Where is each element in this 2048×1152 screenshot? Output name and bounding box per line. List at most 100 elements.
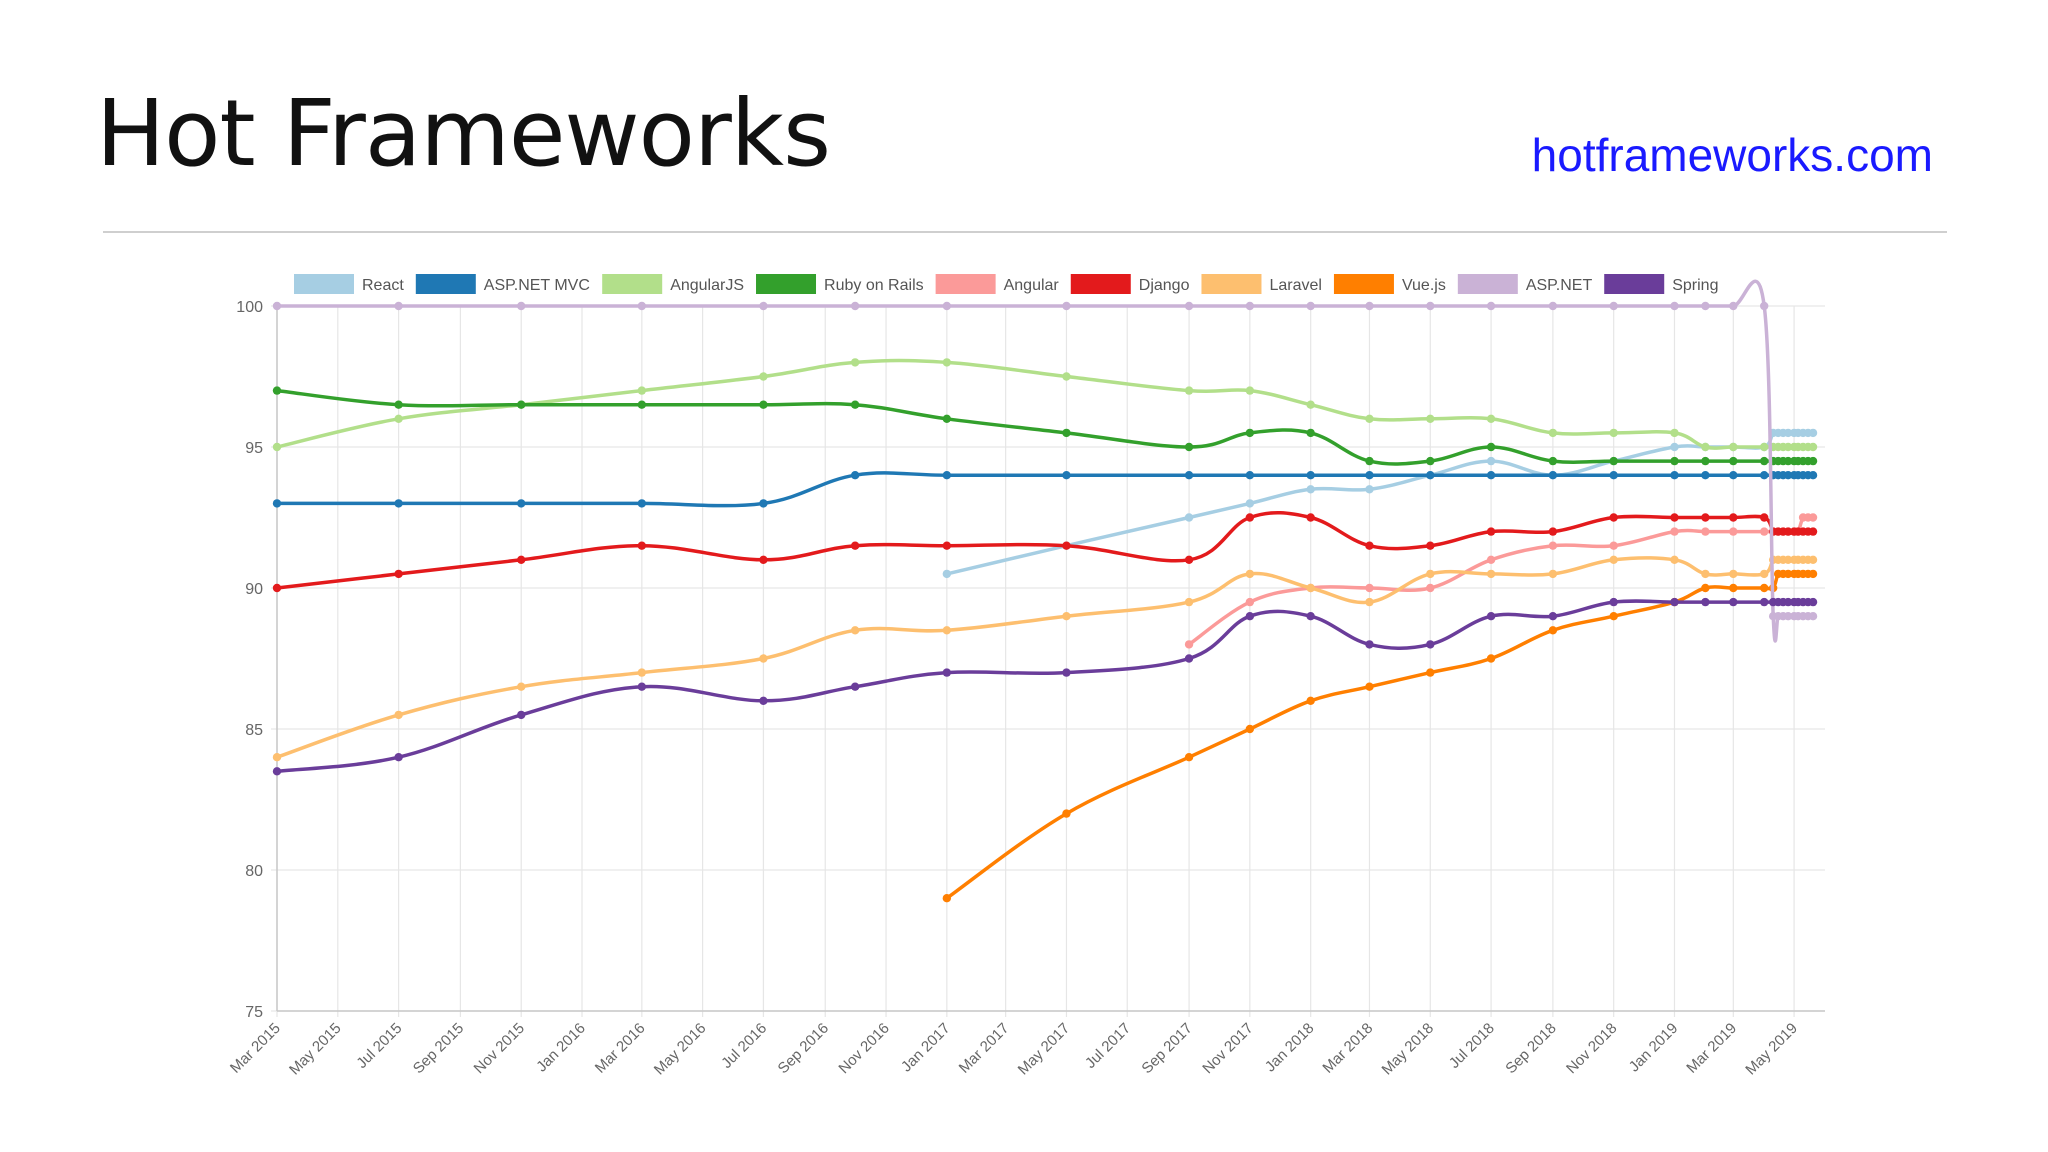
- data-point-angular[interactable]: [1759, 527, 1769, 536]
- data-point-laravel[interactable]: [394, 710, 403, 720]
- data-point-react[interactable]: [942, 569, 952, 579]
- data-point-angularjs[interactable]: [637, 386, 647, 395]
- data-point-asp-net-mvc[interactable]: [1306, 471, 1315, 480]
- data-point-asp-net-mvc[interactable]: [1426, 471, 1435, 480]
- data-point-angularjs[interactable]: [1365, 414, 1374, 423]
- data-point-laravel[interactable]: [272, 753, 282, 762]
- data-point-asp-net[interactable]: [1759, 301, 1769, 311]
- data-point-angularjs[interactable]: [1426, 414, 1435, 423]
- data-point-angularjs[interactable]: [1184, 386, 1194, 395]
- data-point-ruby-on-rails[interactable]: [1729, 456, 1738, 466]
- data-point-asp-net[interactable]: [1365, 301, 1374, 311]
- data-point-asp-net[interactable]: [850, 301, 860, 311]
- data-point-asp-net[interactable]: [517, 301, 526, 311]
- data-point-angular[interactable]: [1701, 527, 1710, 536]
- data-point-laravel[interactable]: [1426, 569, 1435, 579]
- data-point-react[interactable]: [1808, 428, 1818, 438]
- data-point-asp-net[interactable]: [1245, 301, 1255, 311]
- data-point-django[interactable]: [1306, 513, 1315, 522]
- data-point-django[interactable]: [1783, 527, 1793, 536]
- data-point-ruby-on-rails[interactable]: [517, 400, 526, 409]
- data-point-spring[interactable]: [1670, 597, 1679, 607]
- data-point-ruby-on-rails[interactable]: [1548, 456, 1558, 466]
- data-point-angularjs[interactable]: [1609, 428, 1618, 438]
- data-point-django[interactable]: [1184, 555, 1194, 564]
- data-point-asp-net-mvc[interactable]: [272, 499, 282, 508]
- data-point-angularjs[interactable]: [1062, 372, 1071, 381]
- data-point-spring[interactable]: [1701, 597, 1710, 607]
- data-point-spring[interactable]: [1365, 640, 1374, 649]
- data-point-vue-js[interactable]: [1245, 724, 1255, 734]
- data-point-laravel[interactable]: [517, 682, 526, 691]
- data-point-angularjs[interactable]: [1245, 386, 1255, 395]
- data-point-ruby-on-rails[interactable]: [637, 400, 647, 409]
- data-point-django[interactable]: [1062, 541, 1071, 550]
- data-point-spring[interactable]: [272, 767, 282, 776]
- data-point-ruby-on-rails[interactable]: [1808, 456, 1818, 466]
- data-point-spring[interactable]: [1184, 654, 1194, 663]
- data-point-vue-js[interactable]: [1729, 583, 1738, 593]
- data-point-ruby-on-rails[interactable]: [394, 400, 403, 409]
- data-point-asp-net[interactable]: [1426, 301, 1435, 311]
- data-point-react[interactable]: [1184, 513, 1194, 522]
- data-point-ruby-on-rails[interactable]: [1609, 456, 1618, 466]
- data-point-django[interactable]: [637, 541, 647, 550]
- data-point-laravel[interactable]: [1701, 569, 1710, 579]
- data-point-angular[interactable]: [1365, 583, 1374, 593]
- data-point-asp-net[interactable]: [1808, 612, 1818, 621]
- data-point-vue-js[interactable]: [1759, 583, 1769, 593]
- data-point-vue-js[interactable]: [1701, 583, 1710, 593]
- data-point-react[interactable]: [1486, 456, 1496, 466]
- data-point-angularjs[interactable]: [1759, 442, 1769, 452]
- data-point-asp-net-mvc[interactable]: [1062, 471, 1071, 480]
- data-point-spring[interactable]: [1306, 612, 1315, 621]
- data-point-asp-net[interactable]: [759, 301, 768, 311]
- data-point-laravel[interactable]: [1729, 569, 1738, 579]
- data-point-angular[interactable]: [1548, 541, 1558, 550]
- data-point-django[interactable]: [517, 555, 526, 564]
- data-point-django[interactable]: [1808, 527, 1818, 536]
- data-point-ruby-on-rails[interactable]: [1062, 428, 1071, 438]
- data-point-spring[interactable]: [1609, 597, 1618, 607]
- data-point-ruby-on-rails[interactable]: [942, 414, 952, 423]
- data-point-laravel[interactable]: [1306, 583, 1315, 593]
- data-point-django[interactable]: [1486, 527, 1496, 536]
- data-point-asp-net[interactable]: [637, 301, 647, 311]
- data-point-spring[interactable]: [1548, 612, 1558, 621]
- data-point-angular[interactable]: [1670, 527, 1679, 536]
- data-point-angularjs[interactable]: [759, 372, 768, 381]
- data-point-spring[interactable]: [1426, 640, 1435, 649]
- data-point-django[interactable]: [759, 555, 768, 564]
- data-point-angular[interactable]: [1808, 513, 1818, 522]
- data-point-react[interactable]: [1783, 428, 1793, 438]
- data-point-asp-net-mvc[interactable]: [1365, 471, 1374, 480]
- data-point-spring[interactable]: [1759, 597, 1769, 607]
- data-point-ruby-on-rails[interactable]: [1759, 456, 1769, 466]
- data-point-asp-net-mvc[interactable]: [1245, 471, 1255, 480]
- data-point-django[interactable]: [1670, 513, 1679, 522]
- data-point-vue-js[interactable]: [1062, 809, 1071, 818]
- data-point-angularjs[interactable]: [1548, 428, 1558, 438]
- data-point-django[interactable]: [1701, 513, 1710, 522]
- data-point-laravel[interactable]: [942, 626, 952, 635]
- data-point-django[interactable]: [942, 541, 952, 550]
- data-point-laravel[interactable]: [1759, 569, 1769, 579]
- data-point-django[interactable]: [1245, 513, 1255, 522]
- data-point-react[interactable]: [1365, 485, 1374, 494]
- data-point-spring[interactable]: [1486, 612, 1496, 621]
- data-point-laravel[interactable]: [850, 626, 860, 635]
- source-link[interactable]: hotframeworks.com: [1531, 129, 1933, 181]
- data-point-ruby-on-rails[interactable]: [1306, 428, 1315, 438]
- data-point-ruby-on-rails[interactable]: [1486, 442, 1496, 452]
- data-point-angularjs[interactable]: [1808, 442, 1818, 452]
- data-point-asp-net-mvc[interactable]: [1609, 471, 1618, 480]
- data-point-asp-net-mvc[interactable]: [517, 499, 526, 508]
- data-point-asp-net[interactable]: [394, 301, 403, 311]
- data-point-angularjs[interactable]: [1729, 442, 1738, 452]
- data-point-vue-js[interactable]: [1609, 612, 1618, 621]
- data-point-ruby-on-rails[interactable]: [1670, 456, 1679, 466]
- data-point-angularjs[interactable]: [1486, 414, 1496, 423]
- data-point-spring[interactable]: [1783, 597, 1793, 607]
- data-point-spring[interactable]: [942, 668, 952, 677]
- data-point-ruby-on-rails[interactable]: [1184, 442, 1194, 452]
